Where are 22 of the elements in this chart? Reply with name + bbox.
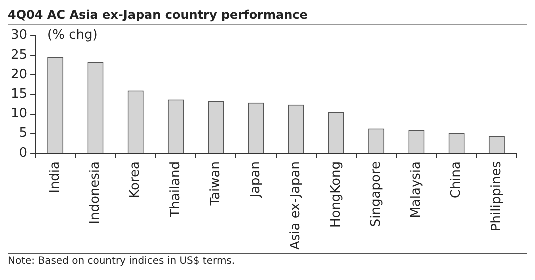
x-tick-label: Thailand <box>168 161 184 218</box>
y-tick-label: 0 <box>19 146 28 161</box>
y-tick-label: 25 <box>10 48 28 63</box>
chart-title: 4Q04 AC Asia ex-Japan country performance <box>8 8 527 25</box>
x-tick-label: Japan <box>248 161 264 199</box>
text: Note: Based on country indices in US$ terms. <box>8 253 527 267</box>
x-tick-label: China <box>449 161 464 199</box>
y-tick-label: 20 <box>10 67 28 82</box>
y-axis-title: (% chg) <box>48 28 98 44</box>
x-tick-label: India <box>48 161 63 194</box>
y-tick-label: 15 <box>10 87 28 102</box>
x-tick-label: Taiwan <box>208 161 224 207</box>
y-tick-label: 10 <box>10 106 28 122</box>
x-tick-label: HongKong <box>328 161 344 228</box>
x-tick-label: Asia ex-Japan <box>288 161 304 250</box>
x-tick-label: Malaysia <box>409 161 424 218</box>
y-tick-label: 30 <box>10 28 28 44</box>
x-tick-label: Korea <box>128 161 144 198</box>
y-tick-label: 5 <box>19 126 28 142</box>
x-tick-label: Indonesia <box>88 161 104 224</box>
x-tick-label: Singapore <box>368 161 384 228</box>
x-tick-label: Philippines <box>489 161 504 232</box>
